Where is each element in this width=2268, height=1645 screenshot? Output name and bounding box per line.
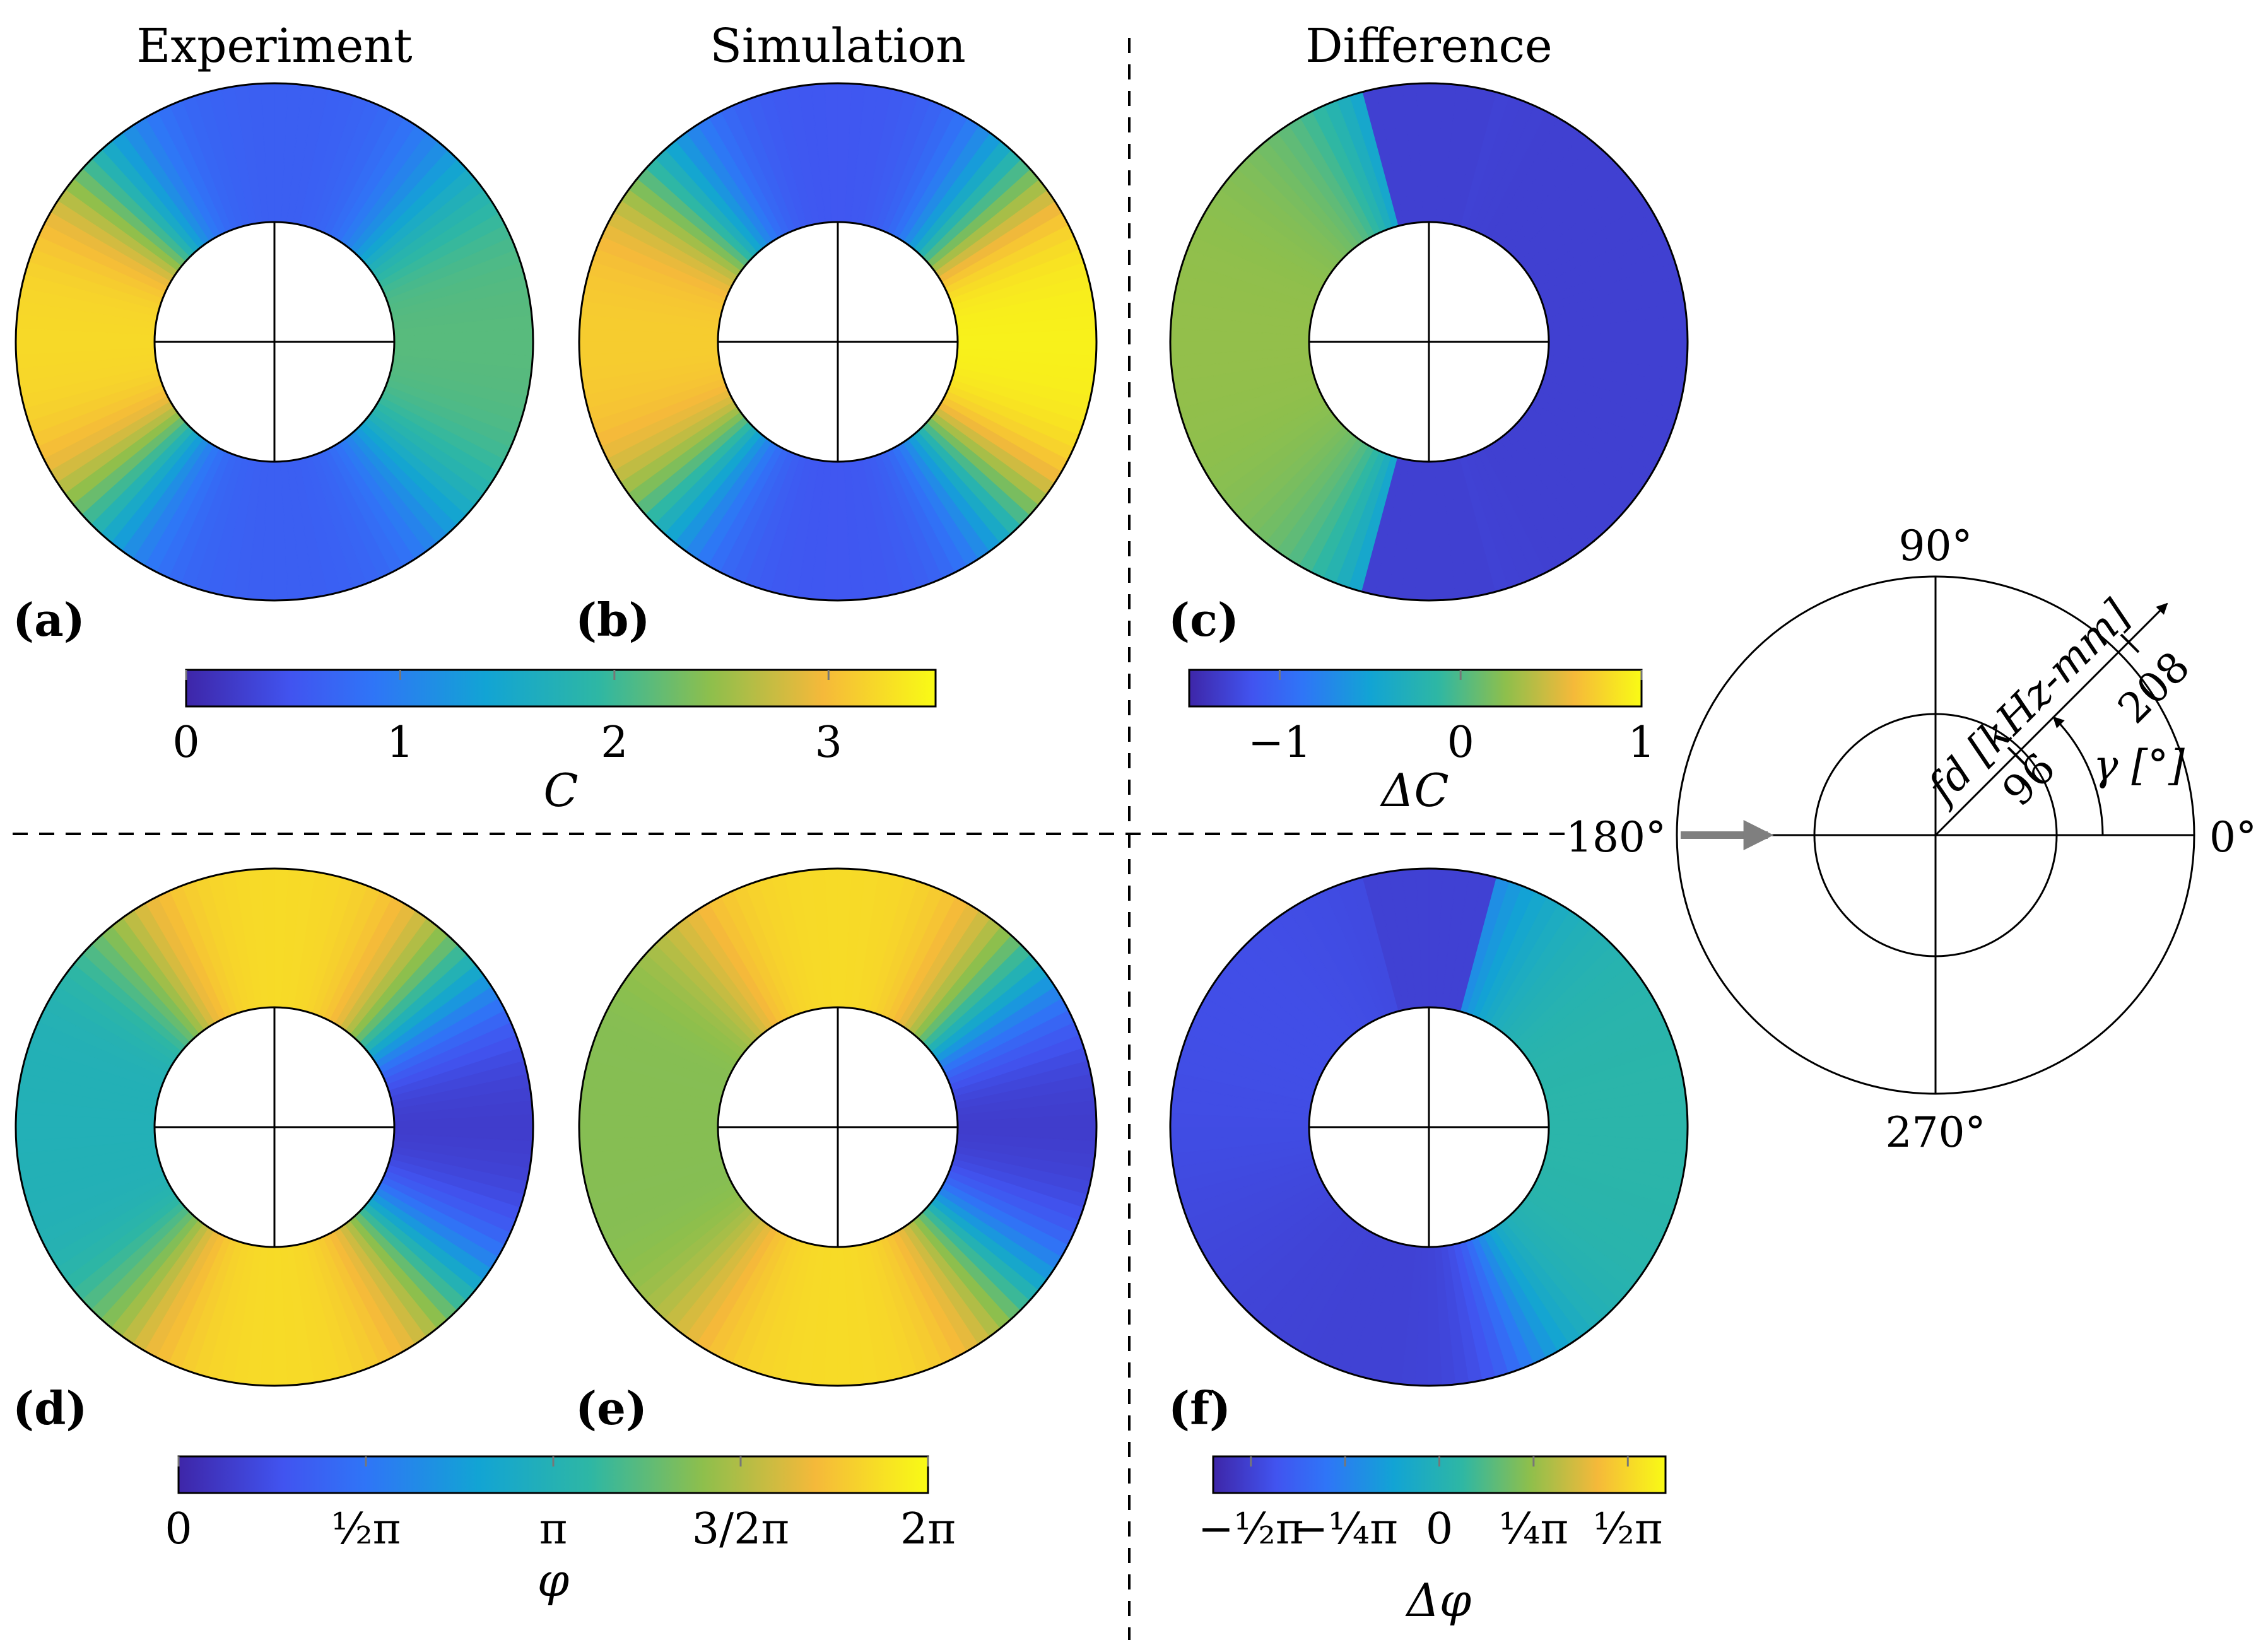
annulus-outer-edge: [578, 867, 1098, 1387]
panel-label-e: (e): [575, 1381, 647, 1435]
colorbar-dphi-tick-label-4: ½π: [1593, 1504, 1663, 1554]
colorbar-C-tick-label-1: 1: [387, 718, 414, 768]
colorbar-phi-label: φ: [538, 1554, 570, 1607]
polar-label-90: 90°: [1899, 522, 1973, 570]
annulus-plots: [15, 82, 1689, 1387]
annulus-outer-edge: [15, 82, 534, 602]
angle-label: γ [°]: [2093, 741, 2185, 790]
colorbar-phi-tick-label-1: ½π: [331, 1504, 401, 1554]
colorbar-dC-tick-label-0: −1: [1248, 718, 1311, 768]
colorbar-C-tick-label-3: 3: [815, 718, 842, 768]
colorbar-dphi-tick-label-0: −½π: [1198, 1504, 1304, 1554]
colorbar-dC-ticks: −1 0 1: [1248, 670, 1655, 768]
title-experiment: Experiment: [136, 19, 413, 73]
annulus-f: [1169, 867, 1689, 1387]
polar-label-0: 0°: [2209, 813, 2257, 862]
polar-label-180: 180°: [1566, 813, 1666, 862]
polar-label-270: 270°: [1886, 1108, 1986, 1157]
annulus-outer-edge: [1169, 867, 1689, 1387]
colorbar-dC-label: ΔC: [1379, 764, 1448, 817]
colorbar-dphi-tick-label-1: −¼π: [1292, 1504, 1398, 1554]
colorbar-dC: −1 0 1 ΔC: [1188, 669, 1655, 817]
colorbar-phi-tick-label-0: 0: [165, 1504, 192, 1554]
colorbar-phi-tick-label-4: 2π: [900, 1504, 956, 1554]
colorbar-phi-tick-label-2: π: [539, 1504, 568, 1554]
colorbar-dC-tick-label-1: 0: [1447, 718, 1474, 768]
annulus-outer-edge: [578, 82, 1098, 602]
annulus-a: [15, 82, 534, 602]
colorbar-phi: 0 ½π π 3/2π 2π φ: [165, 1455, 956, 1607]
colorbar-dC-gradient: [1188, 669, 1643, 708]
colorbar-C: 0 1 2 3 C: [172, 669, 937, 817]
radius-tick-208: [2120, 633, 2140, 653]
colorbar-dphi-tick-label-3: ¼π: [1499, 1504, 1569, 1554]
annulus-e: [578, 867, 1098, 1387]
radius-tick-96: [2007, 746, 2027, 766]
colorbar-C-ticks: 0 1 2 3: [172, 670, 842, 768]
colorbar-phi-ticks: 0 ½π π 3/2π 2π: [165, 1456, 956, 1554]
colorbar-dphi: −½π−¼π 0 ¼π ½π Δφ: [1198, 1455, 1667, 1627]
annulus-outer-edge: [15, 867, 534, 1387]
panel-label-b: (b): [575, 593, 650, 647]
annulus-c: [1169, 82, 1689, 602]
colorbar-C-gradient: [185, 669, 937, 708]
colorbar-C-label: C: [543, 764, 578, 817]
panel-label-f: (f): [1168, 1381, 1231, 1435]
colorbar-phi-tick-label-3: 3/2π: [692, 1504, 789, 1554]
colorbar-dC-tick-label-2: 1: [1628, 718, 1655, 768]
panel-label-d: (d): [13, 1381, 87, 1435]
annulus-outer-edge: [1169, 82, 1689, 602]
title-difference: Difference: [1305, 19, 1552, 73]
angle-arc: [2052, 716, 2104, 836]
colorbar-dphi-tick-label-2: 0: [1426, 1504, 1453, 1554]
colorbar-dphi-label: Δφ: [1405, 1574, 1472, 1627]
colorbar-C-tick-label-0: 0: [172, 718, 199, 768]
title-simulation: Simulation: [710, 19, 966, 73]
panel-label-c: (c): [1168, 593, 1239, 647]
annulus-d: [15, 867, 534, 1387]
annulus-b: [578, 82, 1098, 602]
colorbar-dphi-ticks: −½π−¼π 0 ¼π ½π: [1198, 1456, 1663, 1554]
panel-label-a: (a): [13, 593, 85, 647]
colorbar-C-tick-label-2: 2: [601, 718, 628, 768]
